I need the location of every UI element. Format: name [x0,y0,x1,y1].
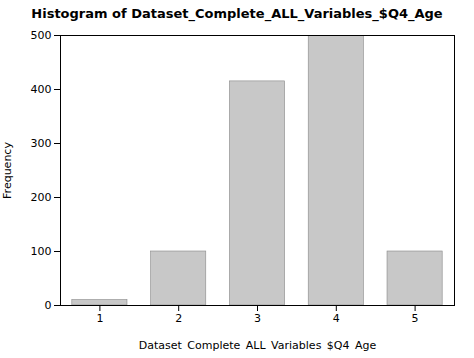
svg-text:Frequency: Frequency [1,142,14,199]
svg-text:5: 5 [412,312,419,325]
svg-text:Dataset_Complete_ALL_Variables: Dataset_Complete_ALL_Variables_$Q4_Age [139,339,377,352]
svg-text:3: 3 [254,312,261,325]
svg-text:200: 200 [31,191,52,204]
svg-text:400: 400 [31,83,52,96]
svg-text:500: 500 [31,29,52,42]
svg-text:100: 100 [31,245,52,258]
html-text:Histogram of Dataset_Complete_: Histogram of Dataset_Complete_ALL_Variab… [31,6,443,21]
svg-text:0: 0 [45,299,52,312]
svg-text:4: 4 [333,312,340,325]
svg-text:300: 300 [31,137,52,150]
svg-text:2: 2 [175,312,182,325]
svg-text:1: 1 [96,312,103,325]
